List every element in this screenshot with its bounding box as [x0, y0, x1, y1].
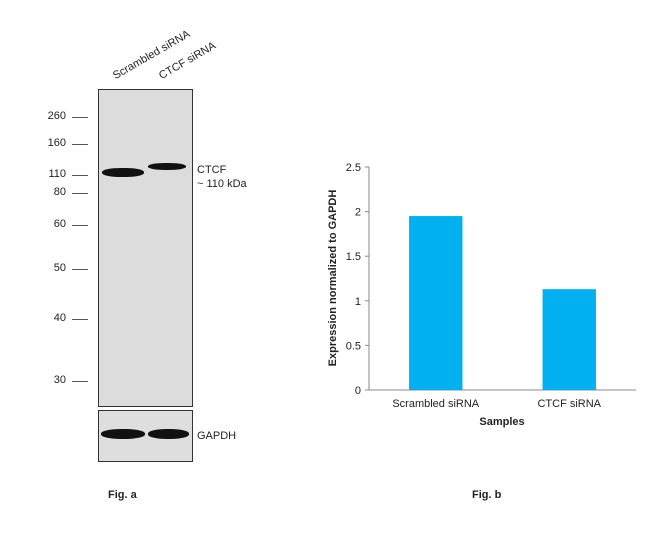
mw-marker-50: 50: [53, 262, 66, 274]
y-tick-label: 2: [355, 207, 361, 219]
mw-marker-160: 160: [47, 137, 66, 149]
mw-tick: [72, 319, 88, 320]
mw-tick: [72, 269, 88, 270]
loading-control-label: GAPDH: [197, 430, 237, 442]
figure-label-b: Fig. b: [472, 489, 502, 501]
ctcf-band-ctcf-sirna: [148, 163, 186, 170]
mw-marker-30: 30: [53, 374, 66, 386]
mw-marker-40: 40: [53, 312, 66, 324]
mw-marker-80: 80: [53, 186, 66, 198]
y-tick-label: 1: [355, 296, 361, 308]
y-tick-label: 0.5: [346, 340, 361, 352]
mw-marker-110: 110: [48, 168, 66, 180]
mw-tick: [72, 225, 88, 226]
bar-ctcf-sirna: [542, 289, 596, 390]
blot-membrane-gapdh: [98, 410, 193, 462]
y-tick-label: 2.5: [346, 162, 361, 174]
mw-tick: [72, 381, 88, 382]
x-tick-label: CTCF siRNA: [537, 398, 601, 410]
target-label: CTCF: [197, 164, 227, 176]
gapdh-band-scrambled: [101, 429, 145, 439]
x-tick-labels: Scrambled siRNA CTCF siRNA: [392, 398, 601, 410]
y-tick-label: 1.5: [346, 251, 361, 263]
mw-tick: [72, 193, 88, 194]
bars: [409, 216, 596, 390]
x-axis-title: Samples: [479, 416, 524, 428]
x-tick-label: Scrambled siRNA: [392, 398, 479, 410]
bar-scrambled-sirna: [409, 216, 463, 390]
mw-tick: [72, 144, 88, 145]
target-size-label: ~ 110 kDa: [197, 178, 247, 190]
ctcf-band-scrambled: [102, 168, 144, 177]
mw-tick: [72, 175, 88, 176]
mw-marker-60: 60: [53, 218, 66, 230]
y-axis-title: Expression normalized to GAPDH: [327, 190, 339, 367]
figure-label-a: Fig. a: [108, 489, 137, 501]
y-tick-label: 0: [355, 385, 361, 397]
bar-chart-plot: 0 0.5 1 1.5 2 2.5 Scrambled siRNA CTCF siRNA S…: [327, 162, 636, 428]
y-ticks: 0 0.5 1 1.5 2 2.5: [346, 162, 369, 397]
blot-membrane-main: [98, 89, 193, 407]
mw-tick: [72, 117, 88, 118]
gapdh-band-ctcf-sirna: [148, 429, 189, 439]
mw-marker-260: 260: [47, 110, 66, 122]
